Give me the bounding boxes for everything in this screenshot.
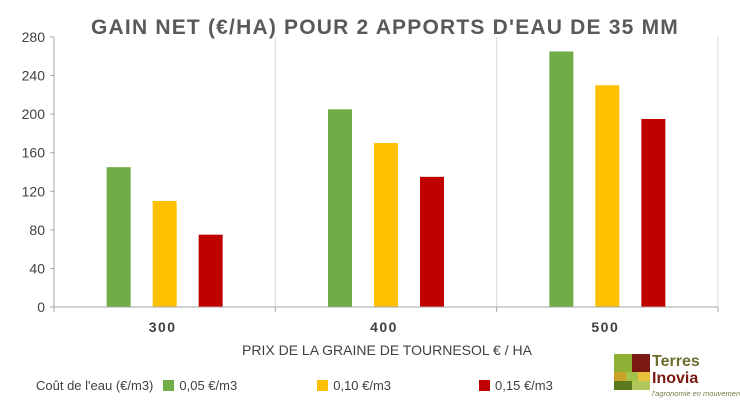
y-tick-label: 200 — [22, 106, 46, 122]
logo-mark-icon — [614, 354, 650, 390]
chart-title: GAIN NET (€/HA) POUR 2 APPORTS D'EAU DE … — [91, 16, 679, 39]
bar — [641, 118, 666, 307]
legend-label-series-2: 0,10 €/m3 — [333, 378, 392, 393]
bar — [374, 143, 398, 307]
y-tick-label: 160 — [22, 145, 46, 161]
y-tick-label: 0 — [37, 299, 45, 315]
x-tick-label: 300 — [149, 319, 177, 335]
legend-label-series-3: 0,15 €/m3 — [495, 378, 553, 393]
x-tick-label: 400 — [370, 319, 398, 335]
legend: Coût de l'eau (€/m3) 0,05 €/m3 0,10 €/m3… — [36, 378, 553, 393]
y-tick-label: 280 — [22, 29, 46, 45]
legend-swatch-series-1 — [163, 380, 175, 391]
legend-swatch-series-3 — [479, 380, 491, 391]
bar — [152, 200, 177, 307]
bar — [198, 234, 223, 307]
bar — [595, 85, 620, 307]
y-tick-label: 80 — [29, 222, 45, 238]
y-tick-label: 120 — [22, 183, 46, 199]
legend-item-series-2: 0,10 €/m3 — [317, 378, 391, 393]
x-axis-label: PRIX DE LA GRAINE DE TOURNESOL € / HA — [242, 342, 533, 358]
legend-item-series-1: 0,05 €/m3 — [163, 378, 237, 393]
bar — [420, 176, 444, 307]
bar — [106, 167, 131, 307]
logo-tagline: l'agronomie en mouvement — [652, 389, 740, 398]
logo-text-inovia: Inovia — [652, 370, 699, 387]
y-tick-label: 240 — [22, 68, 46, 84]
terres-inovia-logo: Terres Inovia l'agronomie en mouvement — [614, 352, 740, 400]
bar — [549, 51, 574, 307]
bar — [328, 109, 352, 307]
y-tick-label: 40 — [29, 260, 45, 276]
legend-title: Coût de l'eau (€/m3) — [36, 378, 154, 393]
logo-text-terres: Terres — [652, 353, 700, 370]
legend-label-series-1: 0,05 €/m3 — [179, 378, 238, 393]
x-tick-label: 500 — [591, 319, 619, 335]
legend-item-series-3: 0,15 €/m3 — [479, 378, 553, 393]
legend-swatch-series-2 — [317, 380, 329, 391]
